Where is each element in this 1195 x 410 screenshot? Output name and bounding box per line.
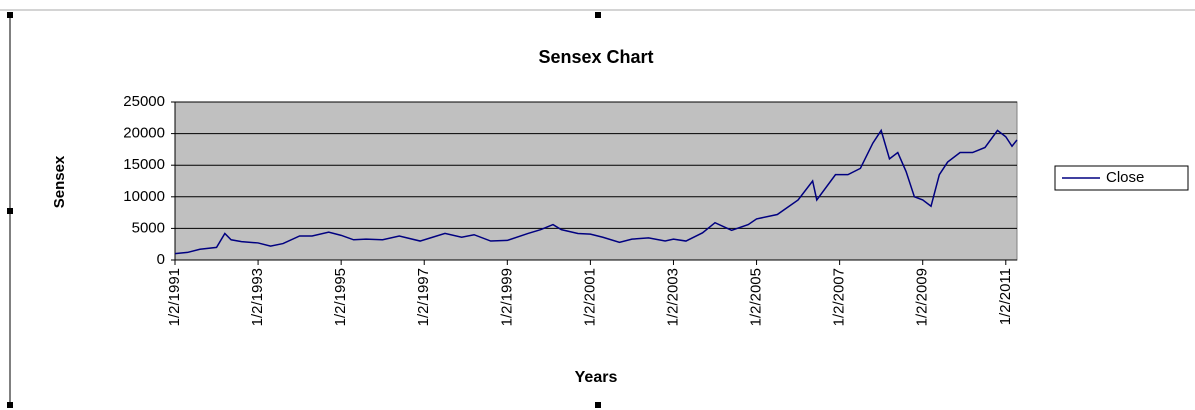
x-tick-label: 1/2/2001: [581, 268, 598, 326]
y-tick-label: 15000: [123, 156, 165, 173]
x-tick-label: 1/2/2007: [831, 268, 848, 326]
x-tick-label: 1/2/2003: [664, 268, 681, 326]
series-line: [174, 128, 1018, 255]
handle: [7, 402, 13, 408]
x-tick-label: 1/2/1997: [415, 268, 432, 326]
y-tick-label: 0: [157, 251, 165, 268]
plot-area: [174, 101, 1018, 261]
handle: [595, 12, 601, 18]
y-axis-label: Sensex: [51, 155, 68, 208]
y-tick-label: 10000: [123, 188, 165, 205]
x-axis-label: Years: [575, 369, 618, 386]
y-tick-label: 20000: [123, 125, 165, 142]
x-tick-label: 1/2/1991: [166, 268, 183, 326]
x-tick-label: 1/2/2005: [748, 268, 765, 326]
y-tick-label: 5000: [132, 219, 165, 236]
x-tick-label: 1/2/1995: [332, 268, 349, 326]
handle: [7, 12, 13, 18]
x-tick-label: 1/2/1993: [249, 268, 266, 326]
legend-label: Close: [1106, 169, 1144, 186]
x-tick-label: 1/2/1999: [498, 268, 515, 326]
x-tick-label: 1/2/2011: [997, 268, 1014, 325]
x-tick-label: 1/2/2009: [914, 268, 931, 326]
chart-title: Sensex Chart: [538, 47, 653, 67]
y-tick-label: 25000: [123, 93, 165, 110]
handle: [595, 402, 601, 408]
